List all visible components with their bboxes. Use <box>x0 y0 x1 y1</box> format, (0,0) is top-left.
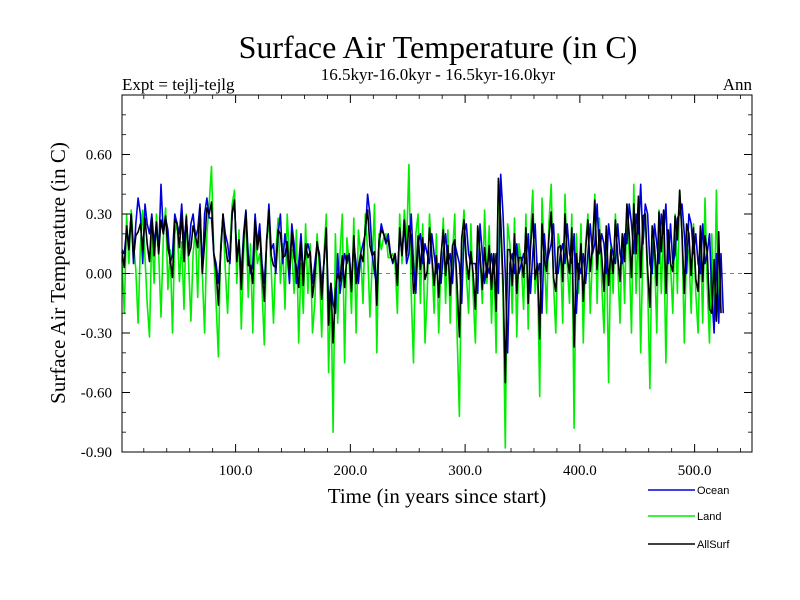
y-tick-label: -0.30 <box>81 326 112 342</box>
chart-subtitle: 16.5kyr-16.0kyr - 16.5kyr-16.0kyr <box>321 65 556 84</box>
legend-label-allsurf: AllSurf <box>697 539 730 551</box>
season-label: Ann <box>723 75 753 94</box>
chart-title: Surface Air Temperature (in C) <box>239 29 638 65</box>
y-axis-label: Surface Air Temperature (in C) <box>46 142 70 404</box>
series-layer <box>121 163 725 449</box>
x-tick-label: 100.0 <box>219 463 253 479</box>
plot-frame <box>121 94 753 453</box>
series-line-allsurf <box>121 177 722 384</box>
y-tick-label: 0.60 <box>86 148 112 164</box>
experiment-label: Expt = tejlj-tejlg <box>122 75 235 94</box>
x-axis-label: Time (in years since start) <box>328 484 547 508</box>
x-tick-label: 300.0 <box>448 463 482 479</box>
x-tick-label: 500.0 <box>678 463 712 479</box>
legend-label-land: Land <box>697 511 721 523</box>
y-tick-label: -0.90 <box>81 445 112 461</box>
y-tick-label: 0.00 <box>86 267 112 283</box>
x-tick-label: 200.0 <box>333 463 367 479</box>
legend-label-ocean: Ocean <box>697 485 729 497</box>
legend: Ocean Land AllSurf <box>648 485 730 551</box>
x-tick-label: 400.0 <box>563 463 597 479</box>
axes: -0.90 -0.60 -0.30 0.00 0.30 0.60 100.0 200.0 300… <box>81 94 752 479</box>
y-tick-label: -0.60 <box>81 386 112 402</box>
y-tick-label: 0.30 <box>86 207 112 223</box>
